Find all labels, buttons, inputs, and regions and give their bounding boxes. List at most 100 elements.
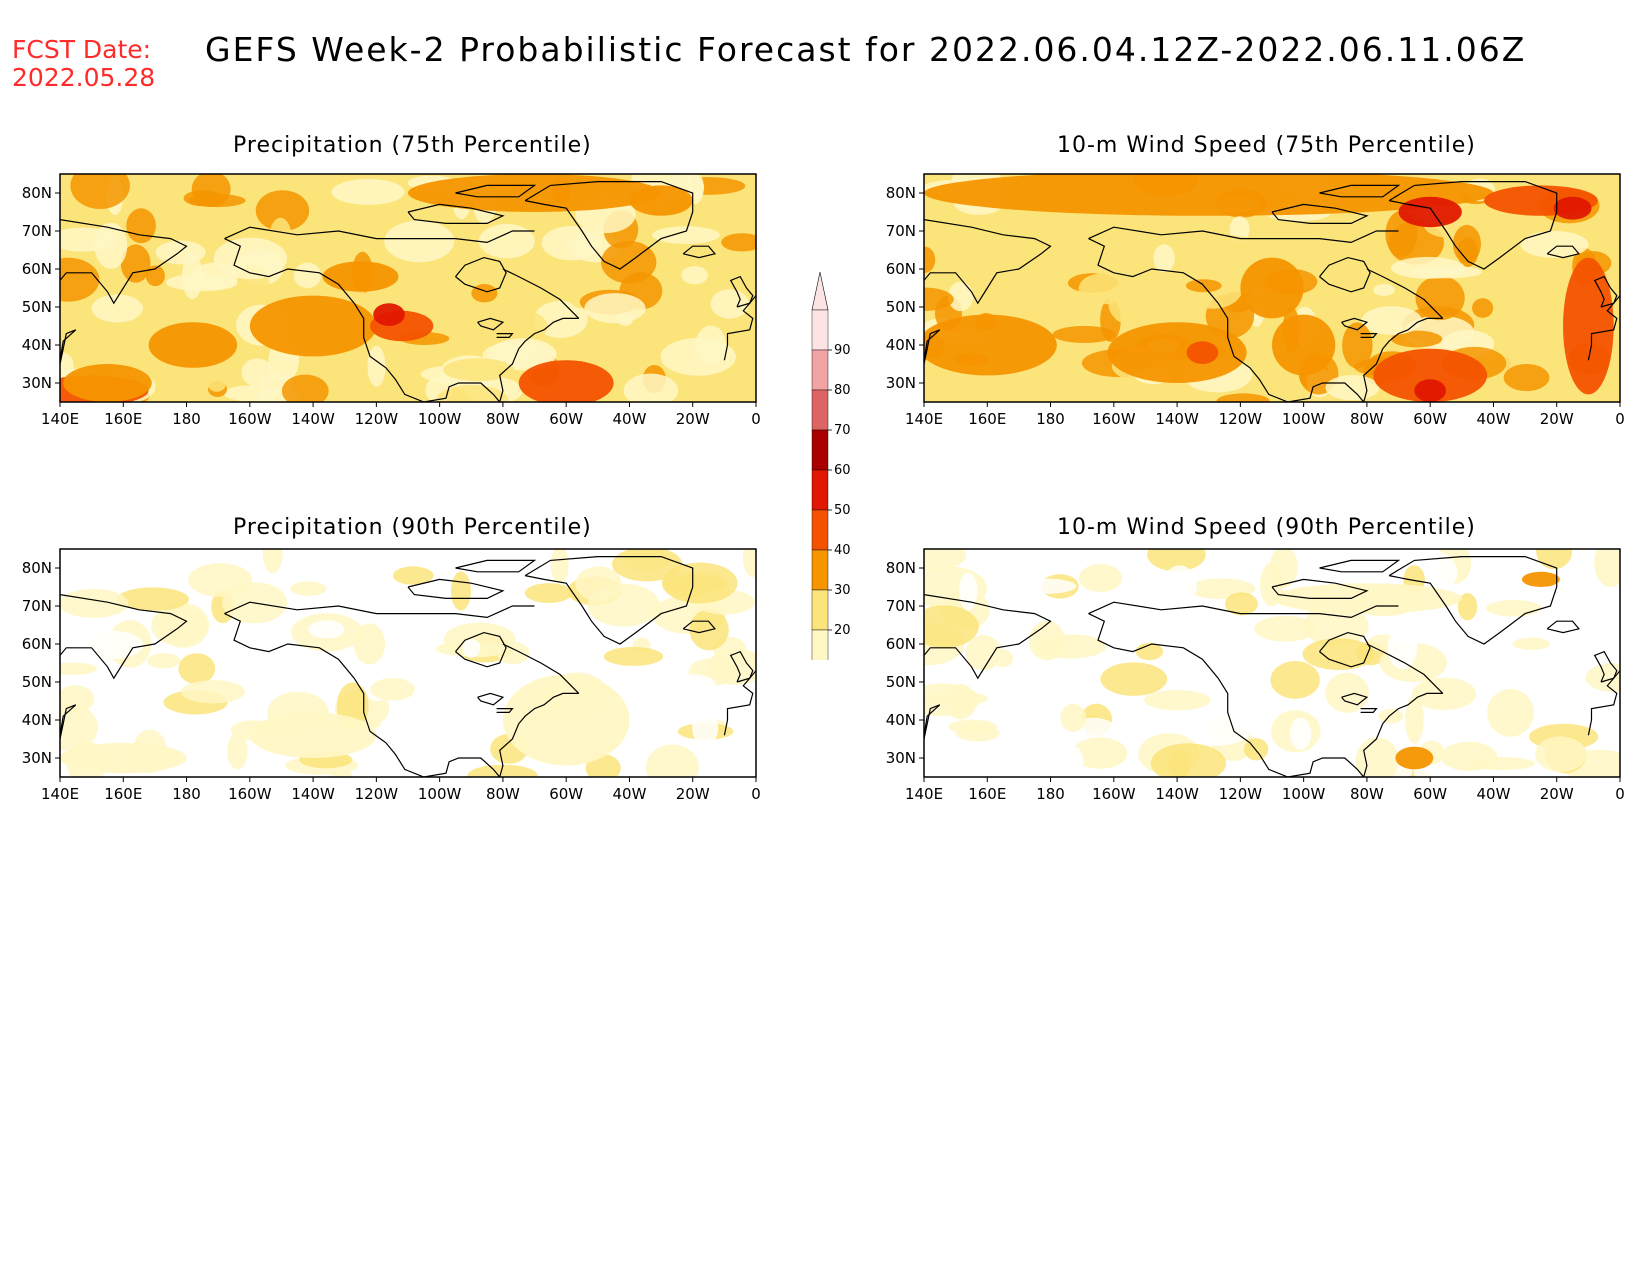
coastline — [407, 578, 505, 599]
shade-patch — [436, 385, 509, 402]
shade-patch — [742, 549, 756, 577]
shade-patch — [1254, 615, 1317, 642]
lat-tick-label: 40N — [22, 711, 52, 729]
shade-patch — [60, 588, 129, 618]
shade-patch — [678, 699, 701, 720]
colorbar-legend: 908070605040302010 — [800, 270, 851, 709]
shade-patch — [148, 300, 225, 315]
lat-tick-label: 70N — [22, 597, 52, 615]
coastline — [455, 256, 507, 293]
shade-patch — [213, 237, 288, 280]
coastline — [1341, 317, 1369, 331]
shade-patch — [1457, 593, 1478, 621]
map-panel-precip-75: 140E 160E 180 160W 140W 120W 100W 80W 60W 40W 20W 0… — [10, 170, 770, 435]
lon-tick-label: 80W — [486, 785, 520, 803]
lon-tick-label: 0 — [1615, 410, 1625, 428]
shade-blob — [63, 364, 152, 402]
lat-tick-label: 60N — [886, 260, 916, 278]
shade-blob — [1186, 341, 1219, 364]
shade-patch — [1517, 552, 1538, 565]
shade-patch — [1100, 662, 1168, 696]
shade-patch — [308, 620, 345, 639]
shade-blob — [1107, 322, 1247, 383]
lat-tick-label: 60N — [22, 635, 52, 653]
shade-patch — [467, 764, 538, 777]
coastline — [224, 238, 579, 402]
shade-patch — [1325, 374, 1380, 401]
coastline — [1271, 203, 1369, 224]
shade-patch — [1060, 703, 1086, 732]
shade-patch — [181, 680, 245, 704]
lon-tick-label: 140W — [1155, 410, 1199, 428]
coastline — [1546, 245, 1580, 259]
shade-patch — [947, 281, 974, 312]
coastline — [407, 203, 505, 224]
coastline — [924, 329, 941, 365]
shade-blob — [249, 712, 377, 758]
coastline — [1546, 620, 1580, 634]
colorbar-label: 90 — [834, 343, 850, 358]
panel-title-precip-75: Precipitation (75th Percentile) — [233, 133, 592, 158]
coastline — [224, 613, 579, 777]
shade-patch — [1289, 717, 1312, 750]
map-panel-wind-75: 140E 160E 180 160W 140W 120W 100W 80W 60W 40W 20W 0… — [874, 170, 1634, 435]
shade-patch — [126, 208, 156, 244]
lon-tick-label: 20W — [676, 785, 710, 803]
lon-tick-label: 0 — [751, 785, 761, 803]
lon-tick-label: 120W — [1219, 410, 1263, 428]
shade-patch — [1168, 749, 1191, 777]
coastline — [1088, 613, 1443, 777]
shade-patch — [293, 262, 322, 289]
colorbar-label: 50 — [834, 503, 850, 518]
shade-patch — [1078, 273, 1127, 305]
map-frame — [923, 173, 1621, 403]
lon-tick-label: 180 — [1036, 785, 1065, 803]
map-svg: 140E 160E 180 160W 140W 120W 100W 80W 60W 40W 20W 0… — [22, 548, 761, 803]
colorbar-swatch — [811, 309, 829, 351]
coastline — [1088, 238, 1443, 402]
coastline — [60, 594, 188, 680]
shade-patch — [478, 223, 535, 259]
lat-tick-label: 80N — [886, 184, 916, 202]
shade-blob — [629, 185, 693, 216]
shade-patch — [704, 373, 736, 402]
shade-blob — [408, 174, 662, 212]
shade-blob — [1395, 746, 1434, 770]
shade-patch — [1472, 298, 1494, 318]
shade-patch — [281, 374, 329, 402]
colorbar-swatch — [811, 629, 829, 671]
coastline — [682, 245, 716, 259]
colorbar-label: 60 — [834, 463, 850, 478]
shade-blob — [1563, 257, 1614, 395]
shade-patch — [241, 358, 274, 387]
shade-patch — [550, 549, 569, 585]
lat-tick-label: 50N — [22, 673, 52, 691]
shade-blob — [924, 314, 1057, 376]
shade-patch — [1415, 275, 1465, 321]
colorbar-label: 70 — [834, 423, 850, 438]
shade-patch — [1378, 708, 1404, 724]
coastline — [1319, 631, 1371, 668]
lat-tick-label: 80N — [886, 559, 916, 577]
lon-tick-label: 100W — [1282, 785, 1326, 803]
lon-tick-label: 160E — [104, 410, 142, 428]
lat-tick-label: 70N — [886, 222, 916, 240]
shade-patch — [1062, 745, 1084, 777]
shade-patch — [1219, 684, 1266, 726]
lon-tick-label: 140E — [41, 785, 79, 803]
shade-blob — [1272, 314, 1336, 376]
colorbar-label: 30 — [834, 583, 850, 598]
map-svg: 140E 160E 180 160W 140W 120W 100W 80W 60W 40W 20W 0… — [886, 173, 1625, 428]
lon-tick-label: 60W — [1413, 410, 1447, 428]
shade-patch — [667, 674, 716, 694]
shade-blob — [518, 360, 614, 402]
coastline — [729, 650, 754, 683]
shade-blob — [148, 322, 238, 368]
shade-patch — [959, 572, 978, 611]
coastline — [496, 333, 514, 338]
shade-patch — [367, 345, 386, 387]
shade-blob — [1373, 348, 1488, 402]
colorbar-swatch — [811, 389, 829, 431]
lon-tick-label: 160E — [104, 785, 142, 803]
shade-patch — [443, 679, 473, 723]
